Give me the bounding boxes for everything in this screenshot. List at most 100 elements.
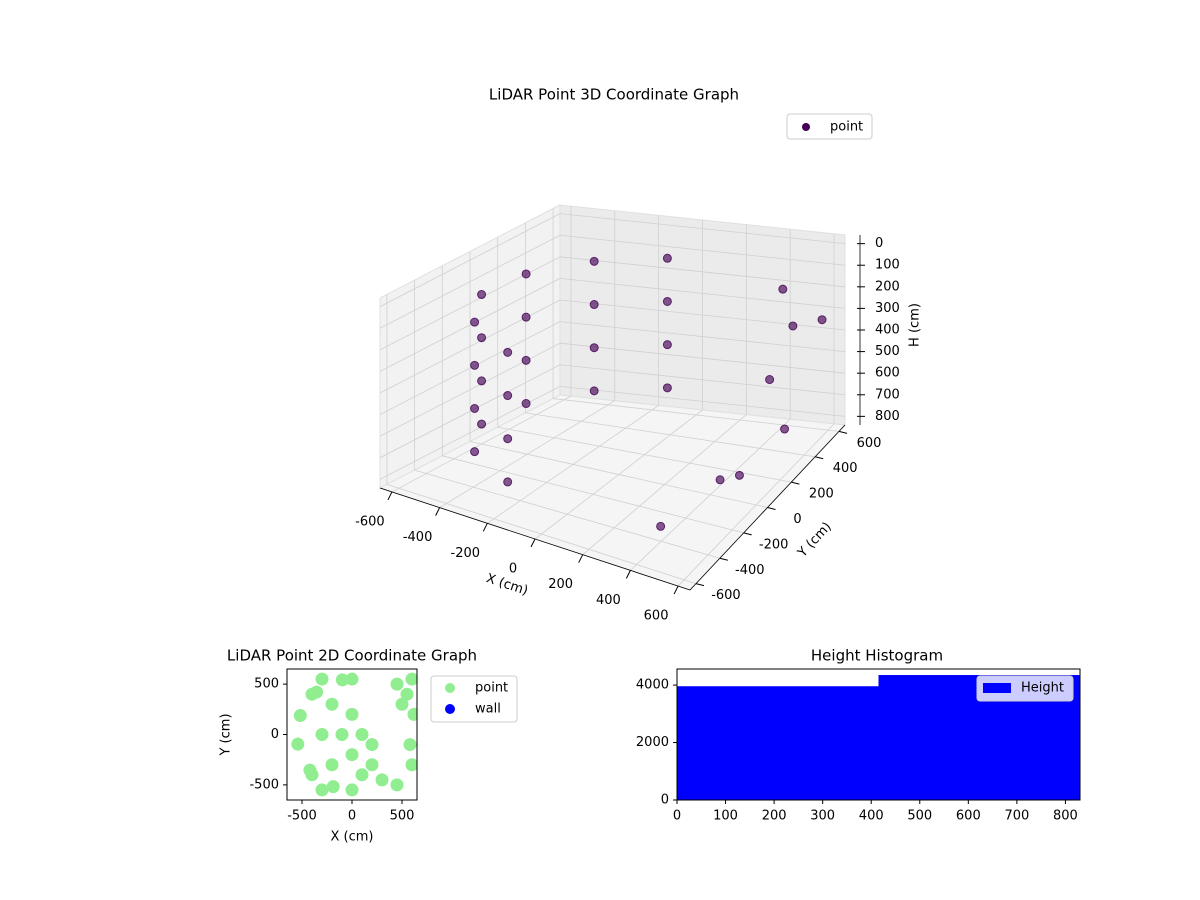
z-tick-label: 0 — [875, 236, 883, 251]
x-tick — [482, 523, 488, 532]
point — [589, 343, 599, 353]
point — [405, 758, 417, 772]
z-tick-label: 500 — [875, 344, 900, 359]
point — [345, 672, 359, 686]
point — [662, 253, 672, 263]
point — [656, 521, 666, 531]
point — [521, 269, 531, 279]
point — [780, 424, 790, 434]
point — [503, 347, 513, 357]
point — [470, 403, 480, 413]
x-tick-label: 600 — [956, 809, 981, 824]
point — [715, 475, 725, 485]
x-tick — [625, 570, 631, 579]
y-tick-label: -400 — [735, 563, 765, 578]
grid-line — [525, 412, 816, 458]
point — [477, 419, 487, 429]
bar — [677, 686, 879, 800]
legend-label: point — [830, 120, 863, 135]
x-tick-label: 600 — [644, 609, 669, 624]
point — [315, 728, 329, 741]
x-tick-label: 200 — [762, 809, 787, 824]
grid-line — [559, 364, 846, 396]
point — [662, 296, 672, 306]
point — [470, 317, 480, 327]
x-tick-label: 500 — [907, 809, 932, 824]
point — [521, 399, 531, 409]
grid-line — [559, 234, 846, 266]
y-tick — [695, 583, 705, 587]
x-tick-label: 0 — [509, 562, 517, 577]
point — [326, 780, 340, 794]
point — [589, 386, 599, 396]
point — [365, 758, 379, 772]
grid-line — [469, 441, 768, 508]
point — [335, 728, 349, 741]
point — [477, 333, 487, 343]
point — [375, 773, 389, 787]
grid-line — [414, 469, 720, 559]
point — [390, 778, 404, 792]
point — [355, 768, 369, 782]
point — [325, 697, 339, 711]
y-tick — [719, 557, 728, 561]
x-tick-label: -400 — [403, 530, 433, 545]
x-tick-label: -500 — [287, 809, 317, 824]
y-tick-label: 500 — [254, 677, 279, 692]
point — [293, 709, 307, 723]
grid-line — [379, 364, 561, 459]
y-tick-label: 4000 — [636, 678, 669, 693]
point — [521, 355, 531, 365]
x-tick — [435, 507, 441, 516]
chart-title: Height Histogram — [811, 647, 943, 665]
y-tick — [838, 430, 848, 434]
x-tick-label: -200 — [451, 546, 481, 561]
y-tick-label: 2000 — [636, 735, 669, 750]
grid-line — [559, 299, 846, 331]
grid-line — [559, 385, 846, 417]
z-tick-label: 800 — [875, 409, 900, 424]
x-tick-label: 400 — [596, 593, 621, 608]
x-tick-label: -600 — [355, 514, 385, 529]
point — [305, 768, 319, 782]
chart-title: LiDAR Point 3D Coordinate Graph — [489, 86, 739, 104]
y-tick-label: -600 — [711, 588, 741, 603]
legend-marker — [983, 683, 1011, 693]
point — [325, 758, 339, 772]
x-tick — [387, 491, 393, 501]
legend-box — [786, 113, 873, 140]
axis-line — [689, 424, 846, 591]
point — [315, 783, 329, 797]
point — [405, 672, 417, 686]
axis-line — [379, 487, 691, 591]
z-tick-label: 400 — [875, 323, 900, 338]
point — [470, 447, 480, 457]
grid-line — [442, 455, 744, 534]
point — [477, 376, 487, 386]
point — [589, 256, 599, 266]
grid-line — [379, 278, 561, 372]
point — [403, 738, 417, 752]
x-axis-label: X (cm) — [331, 830, 374, 845]
point — [345, 707, 359, 721]
x-tick-label: 300 — [810, 809, 835, 824]
grid-line — [379, 234, 561, 329]
point — [765, 375, 775, 385]
legend-box — [976, 675, 1074, 702]
point — [521, 312, 531, 322]
point — [788, 321, 798, 331]
plot-area — [291, 672, 417, 797]
point — [400, 687, 414, 701]
point — [355, 728, 369, 741]
grid-line — [559, 278, 846, 309]
point — [778, 284, 788, 294]
y-tick-label: 600 — [857, 436, 882, 451]
point — [291, 737, 305, 751]
point — [503, 477, 513, 487]
point — [662, 383, 672, 393]
point — [390, 677, 404, 691]
z-tick-label: 100 — [875, 258, 900, 273]
z-axis-label: H (cm) — [908, 303, 923, 347]
grid-line — [559, 256, 846, 288]
x-tick-label: 0 — [673, 809, 681, 824]
